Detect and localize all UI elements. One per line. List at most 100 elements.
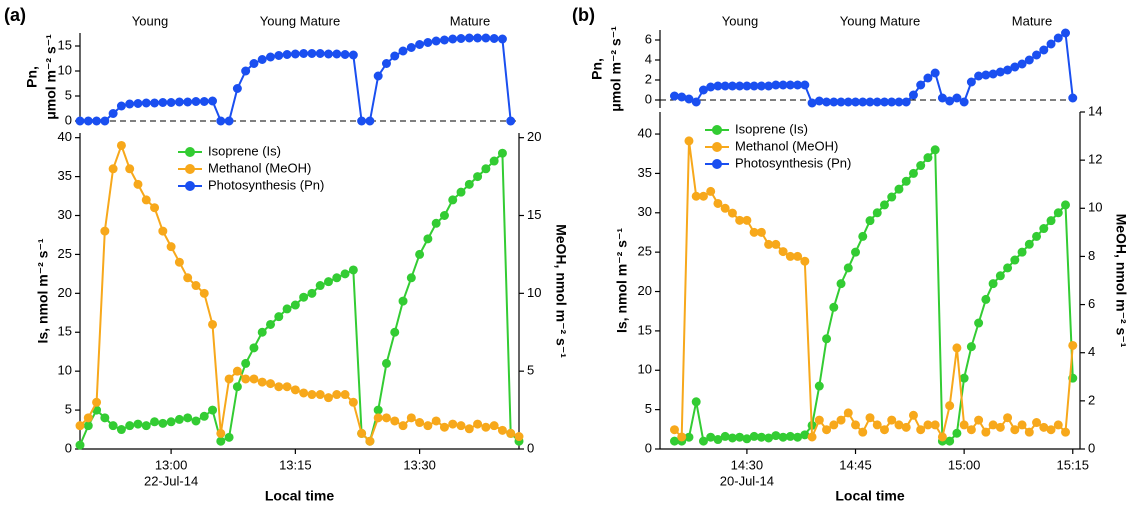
data-point (988, 279, 998, 289)
y2-axis-title: MeOH, nmol m⁻² s⁻¹ (1113, 214, 1129, 348)
data-point (814, 96, 824, 106)
data-point (1046, 39, 1056, 49)
panel-label: (a) (4, 5, 26, 25)
data-point (894, 184, 904, 194)
x-tick-label: 14:30 (731, 457, 764, 472)
data-point (489, 34, 499, 43)
legend-marker (712, 125, 722, 135)
data-point (908, 90, 918, 100)
data-point (836, 415, 846, 425)
data-point (901, 176, 911, 186)
data-point (481, 422, 491, 432)
data-point (323, 393, 333, 403)
data-point (1010, 255, 1020, 265)
x-axis-title: Local time (835, 488, 904, 504)
data-point (691, 97, 701, 107)
data-point (373, 405, 383, 415)
phase-label: Young (722, 13, 758, 28)
data-point (357, 428, 367, 438)
data-point (108, 421, 118, 431)
data-point (133, 179, 143, 189)
data-point (439, 422, 449, 432)
y-tick-label: 25 (58, 246, 72, 261)
data-point (952, 93, 962, 103)
y-tick-label: 0 (65, 112, 72, 127)
data-point (930, 145, 940, 155)
panel-label: (b) (572, 5, 595, 25)
data-point (100, 116, 110, 126)
data-point (183, 273, 193, 283)
data-point (959, 420, 969, 430)
data-point (439, 35, 449, 45)
data-point (116, 425, 126, 435)
data-point (822, 334, 832, 344)
legend-label: Methanol (MeOH) (208, 160, 311, 175)
data-point (166, 242, 176, 252)
data-point (431, 218, 441, 228)
data-point (415, 418, 425, 428)
y2-tick-label: 5 (527, 363, 534, 378)
legend-marker (185, 164, 195, 174)
y-axis-title: Pn, (589, 58, 605, 80)
data-point (398, 421, 408, 431)
x-tick-label: 15:15 (1056, 457, 1089, 472)
data-point (406, 43, 416, 52)
data-point (307, 390, 317, 400)
data-point (489, 156, 499, 166)
data-point (1068, 340, 1078, 350)
y-axis-title: Is, nmol m⁻² s⁻¹ (35, 238, 51, 343)
data-point (150, 417, 160, 427)
data-point (257, 55, 267, 64)
data-point (974, 71, 984, 81)
data-point (423, 234, 433, 244)
data-point (677, 92, 687, 102)
data-point (713, 435, 723, 445)
data-point (1046, 425, 1056, 435)
y2-tick-label: 0 (527, 440, 534, 455)
data-point (756, 432, 766, 442)
data-point (727, 208, 737, 218)
data-point (282, 382, 292, 392)
data-point (216, 116, 226, 126)
data-point (497, 148, 507, 158)
data-point (720, 203, 730, 213)
data-point (266, 52, 276, 62)
data-point (340, 390, 350, 400)
data-point (431, 36, 441, 46)
data-point (952, 343, 962, 353)
data-point (771, 239, 781, 249)
data-point (299, 388, 309, 398)
data-point (100, 226, 110, 236)
phase-label: Young (132, 13, 168, 28)
data-point (464, 179, 474, 189)
data-point (800, 80, 810, 90)
y-axis-title: Is, nmol m⁻² s⁻¹ (614, 228, 630, 333)
y-tick-label: 10 (638, 362, 652, 377)
y2-tick-label: 4 (1088, 344, 1095, 359)
data-point (966, 342, 976, 352)
data-point (257, 377, 267, 387)
data-point (249, 374, 259, 384)
date-label: 20-Jul-14 (720, 473, 774, 488)
data-point (995, 422, 1005, 432)
data-point (398, 46, 408, 56)
data-point (995, 271, 1005, 281)
data-point (199, 411, 209, 421)
data-point (908, 168, 918, 178)
data-point (1003, 413, 1013, 423)
y2-tick-label: 10 (527, 285, 541, 300)
data-point (713, 198, 723, 208)
data-point (381, 59, 391, 68)
data-point (916, 161, 926, 171)
data-point (150, 98, 160, 108)
data-point (771, 431, 781, 441)
data-point (851, 247, 861, 257)
data-point (83, 413, 93, 423)
data-point (415, 249, 425, 259)
data-point (448, 195, 458, 205)
data-point (348, 265, 358, 275)
data-point (75, 116, 85, 126)
data-point (315, 49, 325, 58)
data-point (908, 410, 918, 420)
